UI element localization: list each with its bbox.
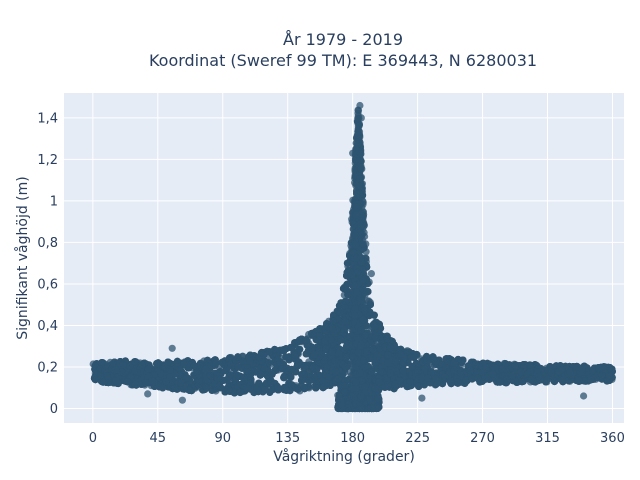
points-layer	[89, 101, 616, 413]
chart-title-line1: År 1979 - 2019	[283, 30, 403, 49]
chart-title-line2: Koordinat (Sweref 99 TM): E 369443, N 62…	[149, 51, 537, 70]
